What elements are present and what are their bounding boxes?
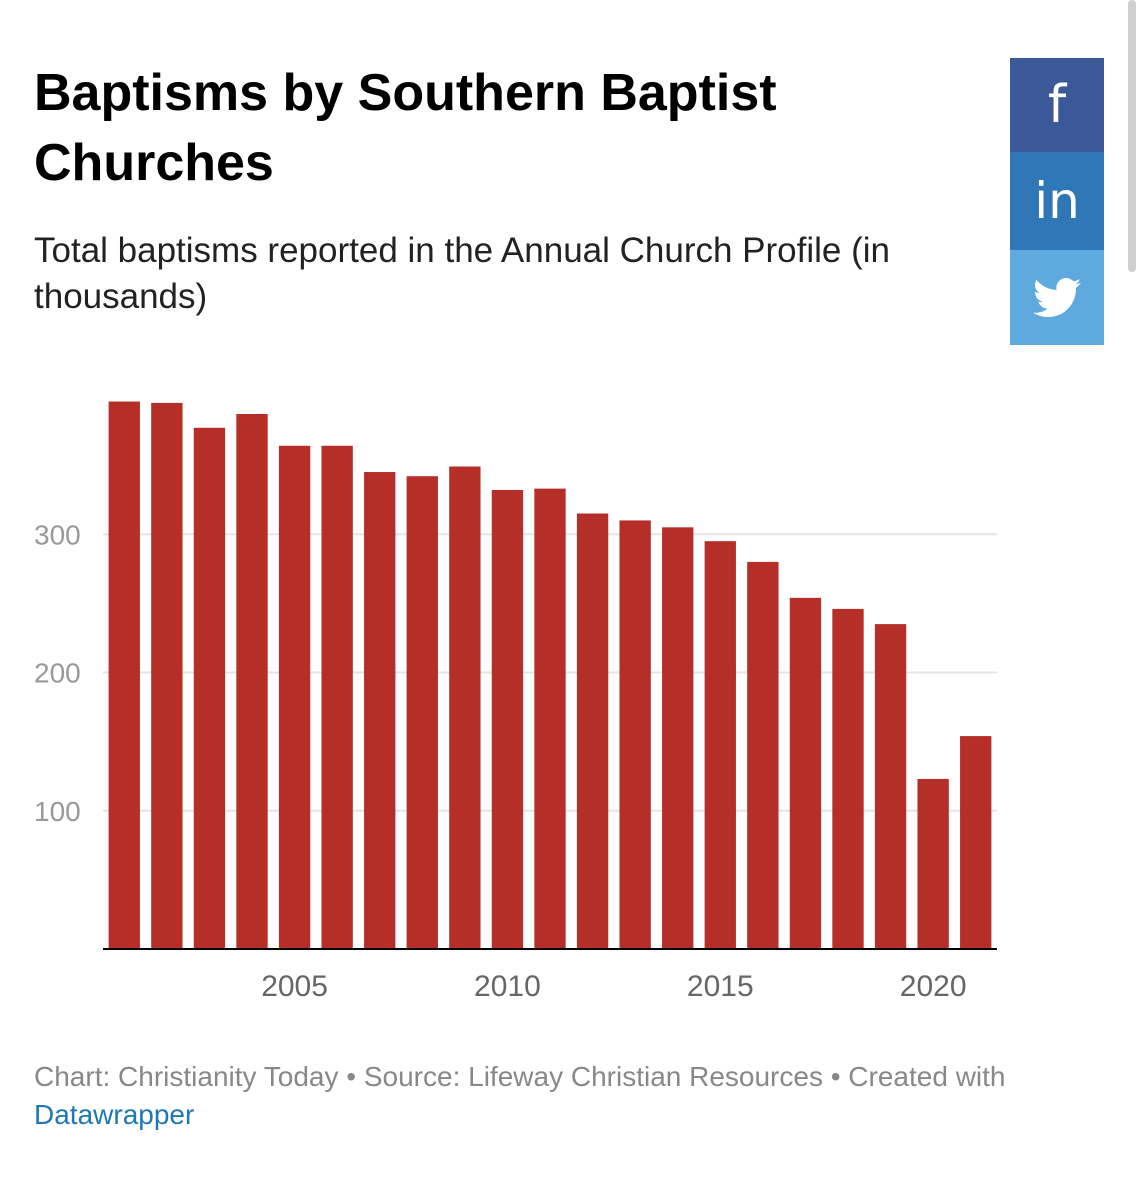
footer-credits: Chart: Christianity Today • Source: Life… (34, 1061, 1006, 1092)
y-tick-label-100: 100 (34, 796, 81, 827)
bar-2015 (704, 541, 736, 949)
bar-chart: 100 200 300 2005 2010 2015 2020 (34, 401, 997, 1003)
chart-title: Baptisms by Southern Baptist Churches (34, 58, 934, 198)
datawrapper-link[interactable]: Datawrapper (34, 1099, 195, 1130)
bar-2003 (193, 427, 226, 949)
twitter-bird-icon (1033, 277, 1081, 317)
bar-2010 (491, 490, 524, 949)
chart-footer: Chart: Christianity Today • Source: Life… (34, 1058, 1084, 1134)
linkedin-share-button[interactable]: in (1010, 152, 1104, 250)
scrollbar-thumb[interactable] (1128, 0, 1136, 272)
chart-title-line-1: Baptisms by Southern Baptist (34, 64, 777, 122)
share-bar: f in (1010, 58, 1104, 345)
x-tick-label-2015: 2015 (687, 970, 754, 1003)
bar-2005 (278, 445, 311, 949)
bar-2019 (874, 624, 907, 949)
bar-2008 (406, 476, 438, 949)
twitter-share-button[interactable] (1010, 250, 1104, 345)
bar-2009 (449, 466, 481, 949)
bar-2011 (534, 488, 566, 949)
bar-2013 (619, 520, 651, 949)
bar-2002 (151, 402, 183, 950)
bar-2001 (108, 401, 140, 949)
y-tick-label-300: 300 (34, 519, 81, 550)
facebook-share-button[interactable]: f (1010, 58, 1104, 152)
chart-subtitle: Total baptisms reported in the Annual Ch… (34, 231, 891, 316)
bar-2017 (789, 597, 822, 949)
bar-2012 (576, 513, 609, 949)
x-tick-label-2010: 2010 (474, 970, 541, 1003)
bar-2006 (321, 445, 353, 949)
bar-2014 (662, 527, 694, 949)
bar-2016 (747, 561, 779, 949)
bar-2007 (364, 472, 396, 949)
bar-2004 (236, 413, 268, 949)
x-tick-label-2005: 2005 (261, 970, 328, 1003)
bar-2021 (960, 736, 992, 949)
bar-2020 (917, 778, 949, 949)
y-tick-label-200: 200 (34, 658, 81, 689)
x-tick-label-2020: 2020 (900, 970, 967, 1003)
bar-2018 (832, 608, 864, 949)
chart-title-line-2: Churches (34, 134, 274, 192)
